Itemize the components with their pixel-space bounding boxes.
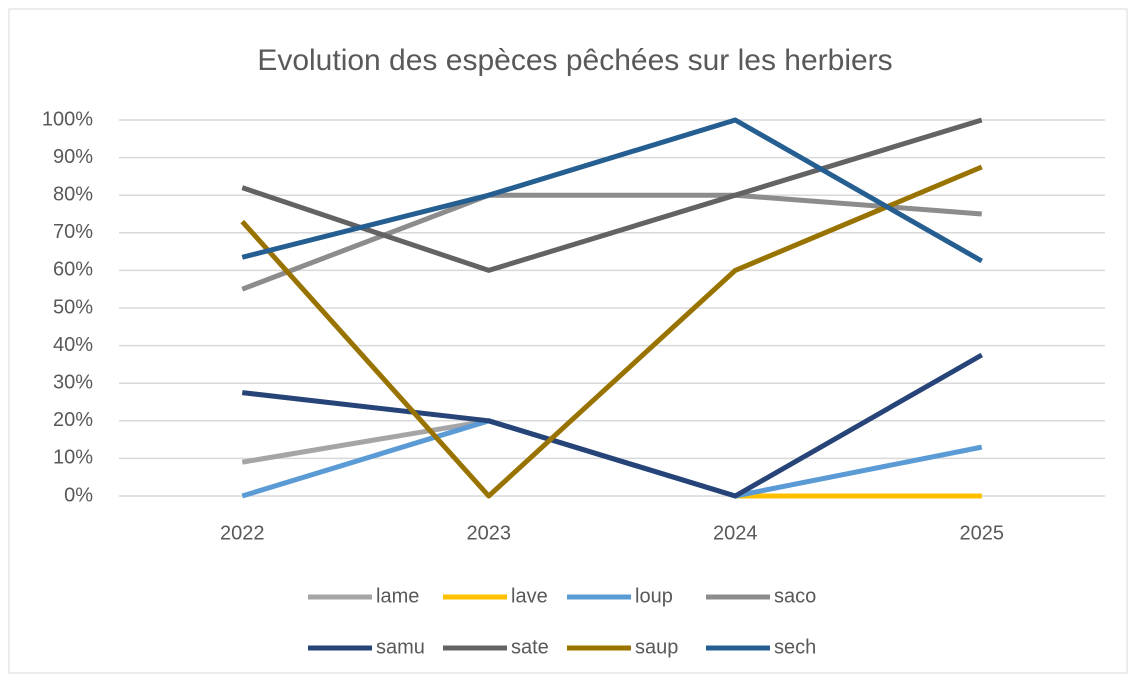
x-tick-label: 2025 — [960, 522, 1005, 544]
y-tick-label: 60% — [53, 259, 93, 281]
legend-label: sech — [774, 636, 816, 658]
y-tick-label: 30% — [53, 371, 93, 393]
y-tick-label: 70% — [53, 221, 93, 243]
x-tick-label: 2023 — [467, 522, 512, 544]
y-tick-label: 10% — [53, 447, 93, 469]
chart-title: Evolution des espèces pêchées sur les he… — [257, 44, 892, 77]
series-line — [240, 164, 983, 499]
y-tick-label: 100% — [42, 108, 93, 130]
chart-border — [8, 8, 1128, 674]
legend-label: loup — [635, 585, 673, 607]
x-tick-label: 2024 — [713, 522, 758, 544]
legend-label: samu — [376, 636, 425, 658]
legend-label: lame — [376, 585, 419, 607]
y-tick-label: 80% — [53, 183, 93, 205]
y-tick-label: 20% — [53, 409, 93, 431]
series-line — [241, 192, 982, 292]
legend-label: sate — [511, 636, 549, 658]
legend-label: lave — [511, 585, 548, 607]
y-tick-label: 0% — [64, 484, 93, 506]
series-line — [241, 117, 983, 264]
legend-label: saco — [774, 585, 816, 607]
y-tick-label: 90% — [53, 146, 93, 168]
y-tick-label: 40% — [53, 334, 93, 356]
legend-label: saup — [635, 636, 678, 658]
series-line — [241, 117, 983, 273]
x-tick-label: 2022 — [220, 522, 265, 544]
y-tick-label: 50% — [53, 296, 93, 318]
series-line — [241, 352, 983, 499]
